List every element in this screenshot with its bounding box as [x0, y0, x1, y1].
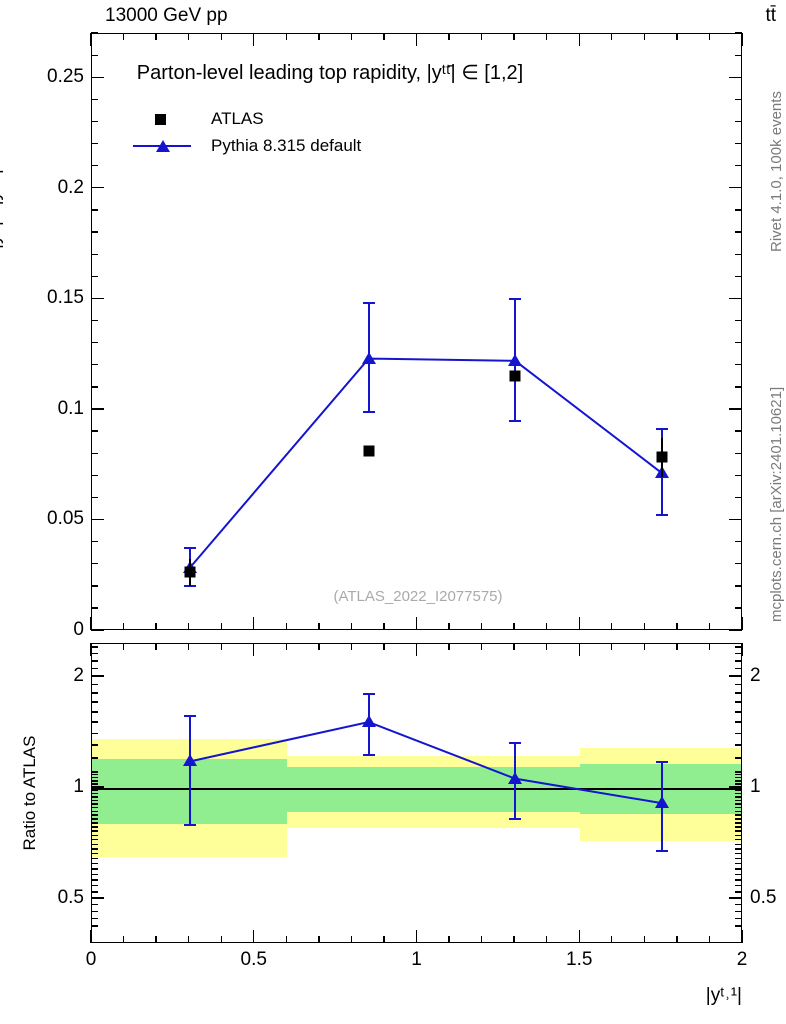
- x-tick-label: 0.5: [240, 949, 267, 970]
- ratio-data-point: [182, 754, 197, 767]
- mc-error-cap-bottom: [655, 514, 668, 517]
- ratio-plot-area: [92, 644, 741, 942]
- ratio-error-cap-top: [362, 692, 375, 695]
- x-axis-title: |yᵗ˒¹|: [705, 985, 742, 1006]
- x-tick-label: 2: [736, 949, 748, 970]
- ratio-connecting-line: [189, 720, 662, 805]
- main-plot-area: [92, 34, 741, 629]
- ratio-tick-label-left: 2: [73, 665, 84, 686]
- ratio-error-cap-bottom: [362, 754, 375, 757]
- mc-error-cap-bottom: [509, 419, 522, 422]
- ratio-tick-label-right: 2: [750, 665, 761, 686]
- side-text-mcplots: mcplots.cern.ch [arXiv:2401.10621]: [768, 386, 785, 622]
- mc-error-cap-top: [655, 427, 668, 430]
- y-axis-title: 1 / σ # #cdot # d²σ / d|yᵗᵗ̄| d|yᵗ˒¹|: [0, 169, 4, 431]
- ratio-plot-panel: [91, 643, 742, 943]
- y-tick-label: 0.1: [57, 397, 84, 419]
- ratio-error-cap-bottom: [509, 817, 522, 820]
- mc-error-cap-top: [362, 302, 375, 305]
- plot-title: Parton-level leading top rapidity, |yᵗᵗ̄…: [136, 62, 524, 84]
- main-plot-panel: [91, 33, 742, 630]
- mc-error-cap-bottom: [362, 410, 375, 413]
- ratio-data-point: [654, 796, 669, 809]
- mc-data-point: [361, 351, 376, 364]
- y-tick-label: 0: [73, 619, 84, 640]
- mc-error-cap-bottom: [183, 584, 196, 587]
- ratio-axis-title: Ratio to ATLAS: [20, 735, 39, 851]
- mc-error-cap-top: [509, 297, 522, 300]
- ratio-error-cap-top: [183, 714, 196, 717]
- ratio-error-cap-top: [509, 742, 522, 745]
- side-text-rivet: Rivet 4.1.0, 100k events: [768, 91, 785, 252]
- atlas-data-point: [656, 451, 668, 463]
- legend-key-triangle-line: [125, 136, 203, 156]
- atlas-data-point: [509, 370, 521, 382]
- ratio-data-point: [361, 715, 376, 728]
- triangle-marker-icon: [156, 139, 170, 152]
- ratio-data-point: [508, 771, 523, 784]
- legend: ATLAS Pythia 8.315 default: [125, 105, 361, 159]
- ratio-error-cap-bottom: [655, 850, 668, 853]
- mc-connecting-line: [188, 357, 663, 569]
- legend-label-pythia: Pythia 8.315 default: [211, 135, 362, 155]
- atlas-data-point: [363, 445, 375, 457]
- y-tick-label: 0.2: [57, 176, 84, 198]
- ratio-tick-label-left: 0.5: [57, 887, 84, 908]
- analysis-watermark: (ATLAS_2022_I2077575): [333, 588, 503, 605]
- y-tick-label: 0.25: [47, 66, 84, 88]
- legend-item-pythia: Pythia 8.315 default: [125, 132, 361, 159]
- legend-key-square: [125, 109, 203, 129]
- y-tick-label: 0.05: [47, 508, 84, 530]
- ratio-error-cap-bottom: [183, 823, 196, 826]
- ratio-error-bar: [188, 714, 191, 826]
- legend-item-atlas: ATLAS: [125, 105, 361, 132]
- square-marker-icon: [155, 113, 166, 125]
- x-tick-label: 0: [85, 949, 97, 970]
- atlas-data-point: [184, 566, 196, 578]
- unity-reference-line: [92, 788, 741, 790]
- y-tick-label: 0.15: [47, 287, 84, 309]
- mc-error-cap-top: [183, 546, 196, 549]
- header-process-label: tt̄: [765, 5, 776, 26]
- x-tick-label: 1.5: [566, 949, 593, 970]
- ratio-tick-label-right: 1: [750, 776, 761, 797]
- ratio-error-cap-top: [655, 761, 668, 764]
- x-tick-label: 1: [411, 949, 422, 970]
- mc-data-point: [508, 353, 523, 366]
- ratio-tick-label-right: 0.5: [750, 887, 777, 908]
- legend-label-atlas: ATLAS: [211, 108, 264, 128]
- header-collision-energy: 13000 GeV pp: [105, 5, 228, 26]
